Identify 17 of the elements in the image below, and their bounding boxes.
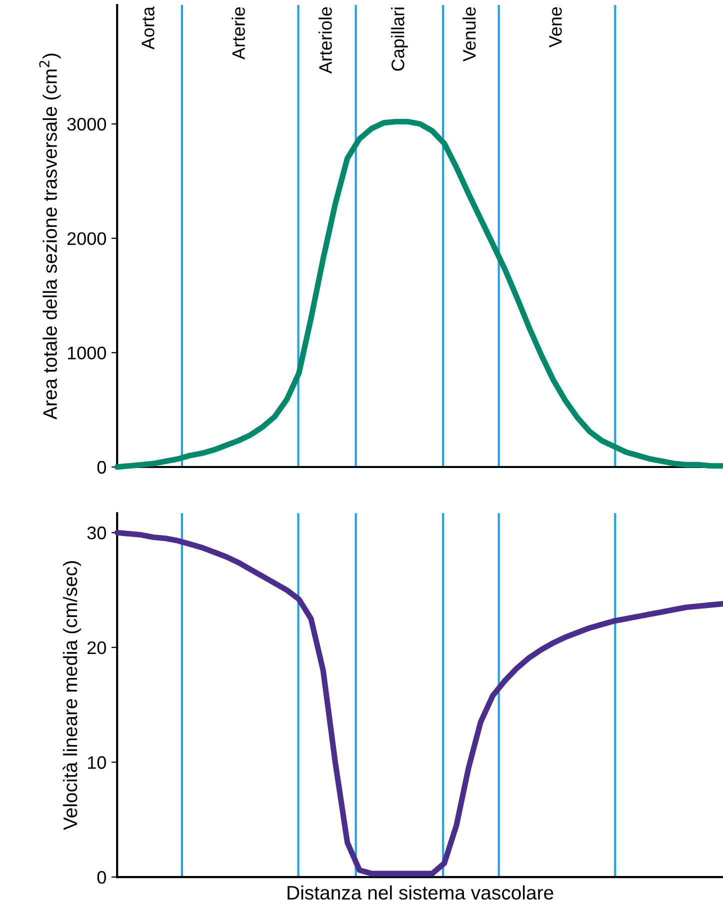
annotation: Aorta [142, 6, 154, 50]
x-axis-title: Distanza nel sistema vascolare [288, 885, 554, 900]
y-tick-label: 0 [97, 870, 106, 884]
y-tick-label: 30 [87, 526, 106, 540]
annotation: Arterie [232, 7, 245, 60]
annotation: Venule [462, 7, 476, 62]
y-tick-label: 2000 [67, 232, 106, 246]
y-axis-title: Velocità lineare media (cm/sec) [62, 561, 82, 830]
y-tick-label: 3000 [67, 118, 106, 131]
y-axis-title: Area totale della sezione trasversale (cm$^{2}$) [39, 54, 61, 420]
y-tick-label: 10 [88, 756, 106, 769]
annotation: Arteriole [318, 7, 332, 74]
y-tick-label: 20 [88, 641, 106, 654]
y-tick-label: 0 [97, 460, 106, 474]
y-tick-label: 1000 [68, 346, 106, 360]
annotation: Vene [549, 7, 562, 48]
annotation: Capillari [391, 8, 408, 71]
